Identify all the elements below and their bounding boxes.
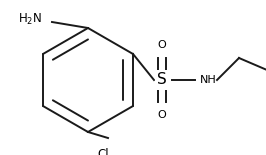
Text: O: O — [158, 40, 166, 50]
Text: H$_2$N: H$_2$N — [18, 12, 42, 27]
Text: Cl: Cl — [97, 148, 109, 155]
Text: NH: NH — [200, 75, 217, 85]
Text: S: S — [157, 73, 167, 88]
Text: O: O — [158, 110, 166, 120]
